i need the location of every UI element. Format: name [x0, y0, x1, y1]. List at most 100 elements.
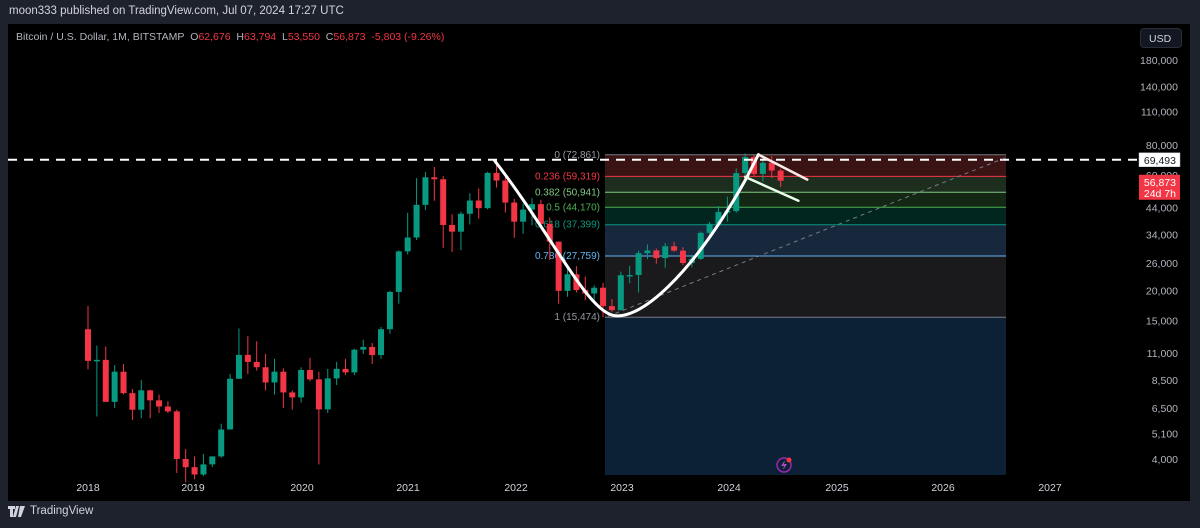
candle	[324, 378, 331, 410]
candle	[315, 379, 322, 410]
candle	[671, 246, 678, 251]
fib-zone	[605, 176, 1006, 193]
chart-pane[interactable]: 0 (72,861) 0.236 (59,319) 0.382 (50,941) 0.…	[8, 24, 1190, 501]
candle	[395, 251, 402, 292]
currency-button[interactable]: USD	[1140, 28, 1182, 48]
svg-text:24d 7h: 24d 7h	[1144, 188, 1176, 200]
candle	[253, 361, 260, 368]
candle	[307, 370, 313, 380]
fib-level-label: 0.786 (27,759)	[535, 251, 600, 262]
candle	[386, 291, 393, 330]
price-scale-label: 26,000	[1146, 258, 1178, 270]
candle	[209, 456, 216, 465]
price-scale-label: 8,500	[1152, 375, 1178, 387]
price-scale-label: 5,100	[1152, 429, 1178, 441]
candle	[111, 371, 118, 402]
price-scale-label: 6,500	[1152, 403, 1178, 415]
cup-curve	[492, 153, 760, 318]
svg-text:56,873: 56,873	[1144, 177, 1176, 189]
fib-zone	[605, 154, 1006, 177]
time-axis-label: 2021	[396, 482, 420, 494]
tradingview-logo-text[interactable]: TradingView	[30, 505, 94, 517]
candle	[422, 177, 429, 205]
candle	[546, 223, 553, 242]
candle	[244, 354, 251, 362]
tradingview-logo-icon[interactable]	[8, 505, 25, 517]
candle	[147, 390, 154, 401]
candle	[262, 367, 269, 383]
change-value: -5,803 (-9.26%)	[371, 31, 445, 43]
candle	[351, 349, 358, 373]
time-axis-label: 2026	[931, 482, 955, 494]
handle-line-upper	[757, 153, 809, 181]
candle	[706, 223, 713, 233]
price-scale-label: 110,000	[1141, 107, 1178, 119]
price-scale-label: 34,000	[1146, 230, 1178, 242]
fib-zone	[605, 192, 1006, 208]
candle	[520, 209, 527, 222]
candle	[742, 157, 749, 174]
fib-level-label: 0.618 (37,399)	[535, 220, 600, 231]
candle	[431, 177, 438, 180]
candle	[626, 274, 633, 277]
candle	[218, 429, 225, 457]
candle	[466, 200, 473, 214]
fib-level-label: 0.382 (50,941)	[535, 187, 600, 198]
price-scale-label: 80,000	[1146, 140, 1178, 152]
time-axis-label: 2020	[290, 482, 314, 494]
candle	[200, 464, 207, 475]
open-value: 62,676	[198, 31, 231, 43]
price-scale-label: 11,000	[1147, 348, 1178, 360]
candle	[369, 346, 376, 356]
candle	[733, 173, 740, 212]
candle	[529, 204, 535, 210]
candle	[449, 224, 456, 232]
time-axis-label: 2027	[1038, 482, 1062, 494]
events-lightning-icon[interactable]	[776, 457, 792, 473]
candle	[600, 287, 607, 307]
candle	[777, 170, 784, 181]
candle	[138, 390, 145, 410]
candle	[608, 306, 615, 311]
symbol-name[interactable]: Bitcoin / U.S. Dollar, 1M, BITSTAMP	[16, 31, 185, 43]
time-axis-label: 2019	[181, 482, 205, 494]
candle	[475, 200, 482, 209]
candle	[644, 250, 651, 254]
candle	[697, 232, 704, 259]
candle	[511, 202, 518, 222]
fib-level-label: 0.236 (59,319)	[535, 171, 600, 182]
fib-level-label: 0 (72,861)	[554, 150, 600, 161]
candle	[662, 246, 669, 259]
symbol-legend: Bitcoin / U.S. Dollar, 1M, BITSTAMP O62,…	[16, 31, 445, 43]
candle	[768, 162, 775, 171]
handle-line-lower	[743, 175, 800, 202]
fib-extension-zone	[605, 317, 1006, 475]
candle	[591, 287, 598, 294]
candle	[173, 411, 180, 459]
horizontal-line-price-tag: 69,493	[1138, 152, 1181, 168]
candle	[404, 237, 411, 252]
candle	[440, 179, 447, 225]
price-scale-label: 140,000	[1140, 81, 1178, 93]
candle	[191, 467, 198, 475]
candle	[457, 213, 464, 232]
candle	[653, 250, 660, 259]
candlestick-chart[interactable]: 0 (72,861) 0.236 (59,319) 0.382 (50,941) 0.…	[8, 24, 1190, 501]
candle	[271, 371, 278, 383]
candle	[502, 180, 509, 203]
candle	[679, 250, 686, 264]
fib-zone	[605, 255, 1006, 318]
candle	[360, 346, 367, 350]
time-axis-label: 2023	[610, 482, 634, 494]
candle	[227, 378, 234, 430]
fib-zone	[605, 224, 1006, 256]
fib-zone	[605, 207, 1006, 225]
fib-level-label: 0.5 (44,170)	[546, 202, 600, 213]
footer: TradingView	[8, 505, 93, 517]
candle	[333, 368, 340, 379]
candle	[102, 359, 109, 402]
high-value: 63,794	[244, 31, 277, 43]
candle	[378, 329, 385, 356]
candle	[93, 359, 100, 362]
time-axis-label: 2022	[504, 482, 528, 494]
